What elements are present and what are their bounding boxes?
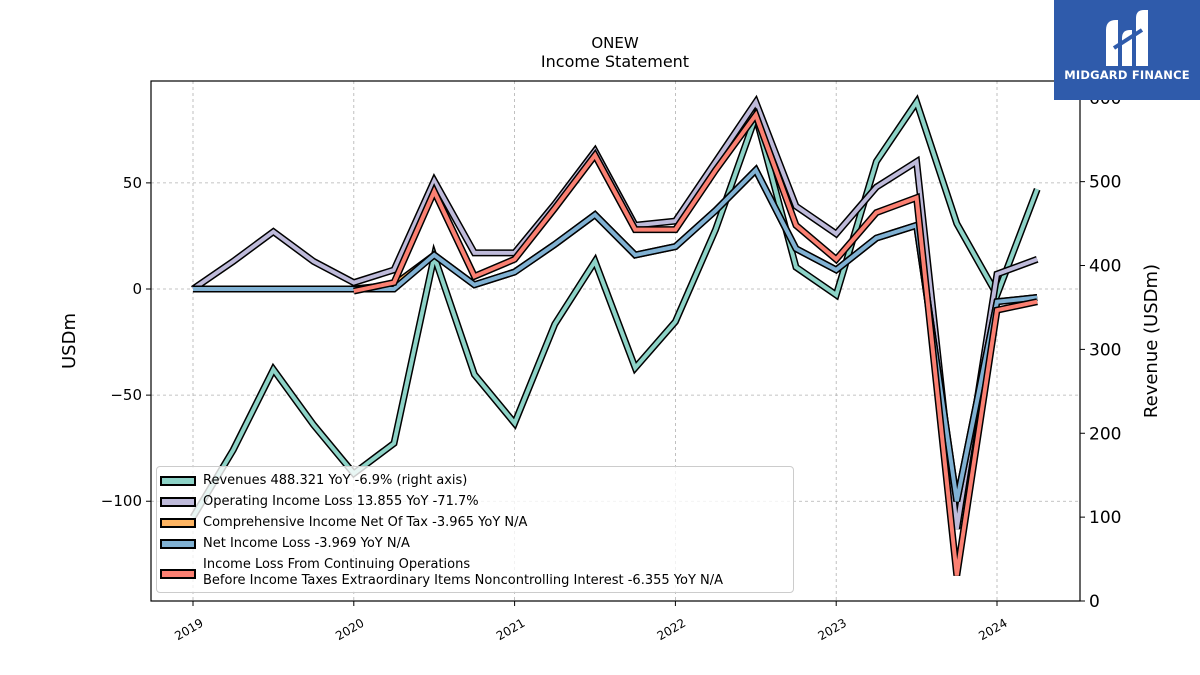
y-right-tick-label: 400 [1089,257,1121,277]
legend-label-comprehensive-income: Comprehensive Income Net Of Tax -3.965 Y… [203,515,528,530]
y-right-tick-label: 300 [1089,340,1121,360]
x-tick-label: 2024 [976,616,1009,643]
legend-swatch-pretax-income [160,569,196,579]
y-axis-left-label: USDm [59,313,80,369]
legend-swatch-net-income [160,539,196,549]
legend-label-revenues: Revenues 488.321 YoY -6.9% (right axis) [203,473,468,488]
legend-label-net-income: Net Income Loss -3.969 YoY N/A [203,536,410,551]
series-outline-3 [193,164,1038,502]
series-line-0 [191,97,1040,519]
x-tick-label: 2020 [333,616,366,643]
series-line-4 [353,110,1038,576]
legend-label-pretax-income-line1: Income Loss From Continuing Operations [203,557,471,572]
legend-swatch-revenues [160,476,196,486]
legend-label-operating-income: Operating Income Loss 13.855 YoY -71.7% [203,494,479,509]
y-left-tick-label: −50 [110,386,142,404]
y-right-tick-label: 500 [1089,173,1121,193]
legend-label-pretax-income-line2: Before Income Taxes Extraordinary Items … [203,573,724,588]
midgard-finance-logo: MIDGARD FINANCE [1054,0,1200,100]
legend-swatch-comprehensive-income [160,518,196,528]
logo-text: MIDGARD FINANCE [1064,68,1190,82]
y-axis-right-label: Revenue (USDm) [1141,264,1162,418]
y-left-tick-label: 0 [132,280,142,298]
logo-mark-icon [1106,10,1148,66]
legend-swatch-operating-income [160,497,196,507]
y-left-tick-label: 50 [123,174,142,192]
x-tick-label: 2023 [815,616,848,643]
x-tick-label: 2022 [655,616,688,643]
y-right-tick-label: 200 [1089,424,1121,444]
x-tick-label: 2021 [494,616,527,643]
plot-frame [150,80,1081,602]
x-tick-label: 2019 [172,616,205,643]
chart-title: ONEW [591,34,639,52]
y-left-tick-label: −100 [101,492,142,510]
y-right-tick-label: 0 [1089,592,1100,612]
series-lines [189,94,1041,577]
chart-subtitle: Income Statement [541,52,689,71]
y-right-tick-label: 100 [1089,508,1121,528]
legend: Revenues 488.321 YoY -6.9% (right axis) … [156,466,794,593]
series-line-3 [193,166,1038,502]
